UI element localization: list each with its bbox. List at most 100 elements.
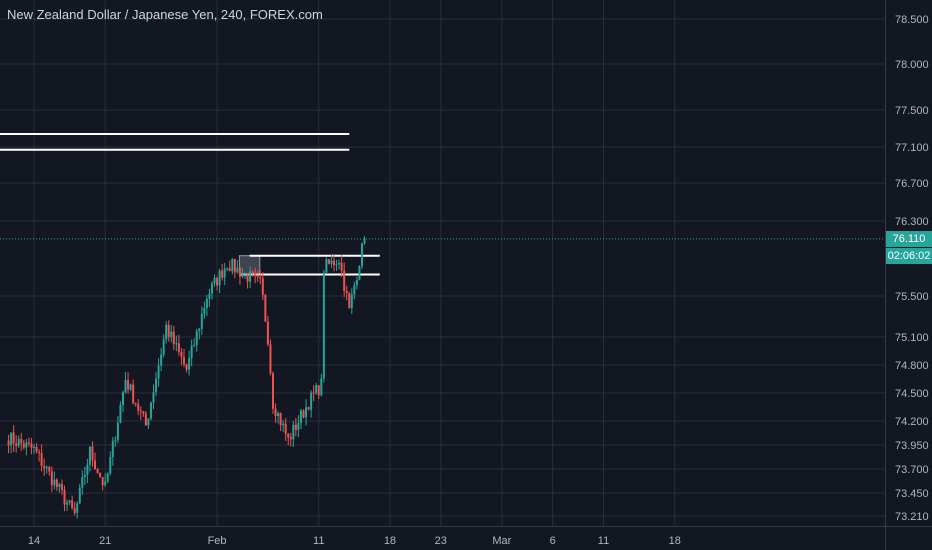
- candle-body: [53, 479, 56, 486]
- candle-body: [91, 446, 94, 461]
- candle-body: [124, 380, 127, 393]
- candle-body: [282, 423, 285, 426]
- candle-body: [333, 260, 336, 266]
- candle-body: [119, 404, 122, 423]
- candle-body: [353, 285, 356, 295]
- candle-body: [213, 278, 216, 284]
- candle-body: [183, 357, 186, 365]
- candle-body: [71, 500, 74, 509]
- last-price-label: 76.110: [886, 230, 932, 247]
- candle-body: [302, 410, 305, 418]
- candle-body: [78, 487, 81, 504]
- x-tick-label: 18: [384, 535, 396, 547]
- countdown-label: 02:06:02: [886, 247, 932, 264]
- candle-body: [190, 345, 193, 359]
- candle-body: [83, 474, 86, 478]
- candle-body: [226, 268, 229, 270]
- candle-body: [10, 432, 13, 446]
- candle-body: [66, 502, 69, 505]
- candle-body: [96, 469, 99, 474]
- candle-body: [116, 422, 119, 440]
- candle-body: [43, 466, 46, 469]
- candle-body: [155, 378, 158, 393]
- candle-body: [137, 404, 140, 411]
- chart-title: New Zealand Dollar / Japanese Yen, 240, …: [7, 7, 323, 22]
- candles: [7, 235, 366, 519]
- candle-body: [167, 324, 170, 337]
- candle-body: [307, 407, 310, 410]
- candle-body: [297, 422, 300, 430]
- x-tick-label: Mar: [492, 535, 511, 547]
- candle-body: [241, 273, 244, 277]
- candle-body: [188, 358, 191, 370]
- x-tick-label: 11: [313, 535, 324, 547]
- candle-body: [325, 259, 328, 273]
- candle-body: [63, 489, 66, 505]
- candle-body: [221, 270, 224, 278]
- candle-body: [317, 385, 320, 396]
- y-tick-label: 77.100: [895, 142, 929, 154]
- candle-body: [109, 457, 112, 474]
- candle-body: [205, 298, 208, 309]
- candle-body: [50, 471, 53, 486]
- y-tick-label: 75.100: [895, 332, 929, 344]
- candle-body: [12, 432, 15, 444]
- y-axis: 78.500 78.000 77.500 77.100 76.700 76.300 75.5…: [885, 0, 929, 550]
- candle-body: [340, 262, 343, 271]
- candle-body: [55, 479, 58, 488]
- candle-body: [73, 508, 76, 513]
- candle-body: [58, 484, 61, 488]
- candle-body: [172, 331, 175, 345]
- candle-body: [330, 260, 333, 264]
- candle-body: [358, 266, 361, 280]
- y-tick-label: 74.800: [895, 360, 929, 372]
- candle-body: [76, 503, 79, 513]
- x-tick-label: 6: [550, 535, 556, 547]
- candle-body: [88, 446, 91, 465]
- candle-body: [312, 392, 315, 394]
- candle-body: [114, 439, 117, 441]
- candle-body: [259, 277, 262, 279]
- candle-body: [251, 271, 254, 274]
- candle-body: [256, 275, 259, 278]
- candle-body: [343, 270, 346, 291]
- drawings: [0, 133, 380, 276]
- candle-body: [294, 424, 297, 430]
- candle-body: [22, 443, 25, 448]
- y-tick-label: 74.500: [895, 388, 929, 400]
- candle-body: [25, 442, 28, 448]
- candle-body: [198, 328, 201, 332]
- candle-body: [348, 293, 351, 309]
- candle-body: [7, 440, 10, 446]
- candle-body: [35, 446, 38, 452]
- candle-body: [60, 484, 63, 490]
- candle-body: [129, 384, 132, 390]
- candle-body: [48, 467, 51, 472]
- candle-body: [228, 268, 231, 272]
- candle-body: [238, 267, 241, 277]
- candle-body: [355, 279, 358, 286]
- candle-body: [315, 385, 318, 394]
- candle-body: [160, 354, 163, 366]
- candle-body: [261, 278, 264, 295]
- candle-body: [20, 439, 23, 444]
- candle-body: [142, 411, 145, 414]
- candle-body: [40, 453, 43, 467]
- candle-body: [177, 343, 180, 352]
- candle-body: [99, 473, 102, 478]
- candle-body: [30, 443, 33, 448]
- candle-body: [203, 308, 206, 314]
- candle-body: [277, 413, 280, 416]
- x-tick-label: 21: [99, 535, 111, 547]
- x-tick-label: 23: [435, 535, 447, 547]
- y-tick-label: 77.500: [895, 105, 929, 117]
- candle-body: [210, 283, 213, 294]
- y-tick-label: 73.700: [895, 464, 929, 476]
- candle-body: [195, 331, 198, 345]
- candle-body: [335, 264, 338, 266]
- candle-body: [264, 294, 267, 322]
- candle-body: [17, 439, 20, 446]
- candle-body: [266, 321, 269, 345]
- candle-body: [338, 262, 341, 265]
